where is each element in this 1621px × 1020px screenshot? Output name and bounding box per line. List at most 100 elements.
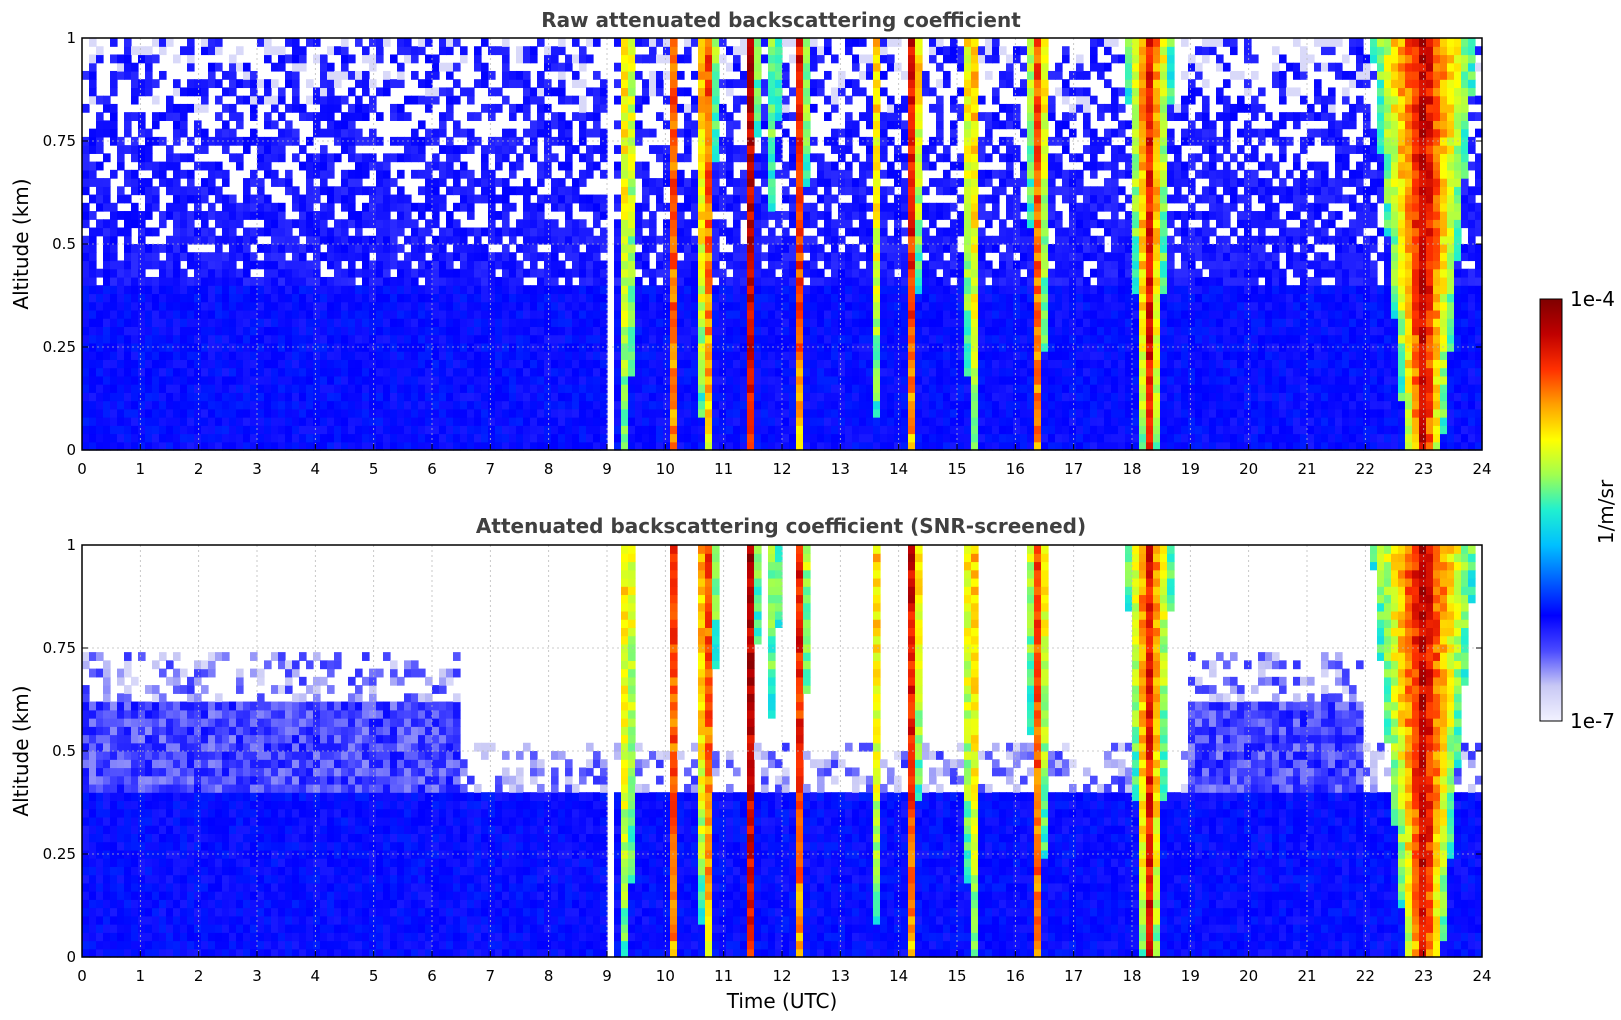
heatmap-cell [334,95,342,105]
heatmap-cell [537,318,545,327]
heatmap-cell [446,145,454,154]
heatmap-cell [446,400,454,410]
heatmap-cell [404,145,412,154]
heatmap-cell [355,244,363,253]
heatmap-cell [229,417,237,426]
heatmap-cell [670,103,678,113]
heatmap-cell [264,425,272,435]
heatmap-cell [509,260,517,270]
heatmap-cell [621,227,629,237]
heatmap-cell [656,79,664,89]
heatmap-cell [124,54,132,64]
heatmap-cell [152,433,160,443]
heatmap-cell [159,392,167,402]
heatmap-cell [215,112,223,121]
heatmap-cell [831,326,839,336]
heatmap-cell [313,334,321,344]
heatmap-cell [432,433,440,443]
heatmap-cell [348,293,356,303]
heatmap-cell [446,276,454,286]
heatmap-cell [292,136,300,146]
heatmap-cell [376,235,384,245]
heatmap-cell [915,145,923,154]
heatmap-cell [572,227,580,237]
heatmap-cell [194,301,202,311]
heatmap-cell [327,441,335,451]
heatmap-cell [551,318,559,327]
heatmap-cell [621,334,629,344]
heatmap-cell [292,367,300,377]
heatmap-cell [383,408,391,418]
heatmap-cell [551,375,559,385]
heatmap-cell [852,252,860,262]
heatmap-cell [180,219,188,229]
heatmap-cell [880,400,888,410]
heatmap-cell [243,95,251,105]
heatmap-cell [677,367,685,377]
heatmap-cell [705,392,713,402]
heatmap-cell [166,425,174,435]
heatmap-cell [838,219,846,229]
heatmap-cell [915,441,923,451]
heatmap-cell [467,211,475,220]
heatmap-cell [474,62,482,72]
heatmap-cell [523,351,531,360]
heatmap-cell [929,235,937,245]
heatmap-cell [124,293,132,303]
heatmap-cell [901,293,909,303]
heatmap-cell [166,186,174,196]
heatmap-cell [747,359,755,369]
heatmap-cell [495,178,503,187]
heatmap-cell [502,145,510,154]
heatmap-cell [726,145,734,154]
heatmap-cell [229,367,237,377]
heatmap-cell [579,375,587,385]
heatmap-cell [551,441,559,451]
heatmap-cell [82,309,90,319]
heatmap-cell [705,79,713,89]
heatmap-cell [922,79,930,89]
heatmap-cell [348,318,356,327]
heatmap-cell [138,186,146,196]
heatmap-cell [649,408,657,418]
heatmap-cell [523,392,531,402]
heatmap-cell [313,54,321,64]
heatmap-cell [768,400,776,410]
heatmap-cell [334,392,342,402]
heatmap-cell [565,244,573,253]
heatmap-cell [880,285,888,295]
heatmap-cell [873,169,881,179]
heatmap-cell [439,112,447,121]
heatmap-cell [180,169,188,179]
heatmap-cell [488,400,496,410]
heatmap-cell [936,79,944,89]
heatmap-cell [397,38,405,47]
heatmap-cell [271,178,279,187]
heatmap-cell [754,194,762,204]
heatmap-cell [488,178,496,187]
heatmap-cell [89,38,97,47]
heatmap-cell [285,244,293,253]
heatmap-cell [131,392,139,402]
heatmap-cell [642,425,650,435]
heatmap-cell [873,79,881,89]
heatmap-cell [670,202,678,212]
heatmap-cell [733,244,741,253]
heatmap-cell [740,400,748,410]
heatmap-cell [600,128,608,138]
heatmap-cell [754,309,762,319]
heatmap-cell [418,120,426,130]
heatmap-cell [824,425,832,435]
heatmap-cell [936,285,944,295]
heatmap-cell [684,367,692,377]
heatmap-cell [908,186,916,196]
heatmap-cell [481,318,489,327]
heatmap-cell [523,128,531,138]
heatmap-cell [768,359,776,369]
heatmap-cell [754,334,762,344]
heatmap-cell [894,178,902,187]
heatmap-cell [96,95,104,105]
heatmap-cell [817,244,825,253]
heatmap-cell [719,202,727,212]
heatmap-cell [796,433,804,443]
